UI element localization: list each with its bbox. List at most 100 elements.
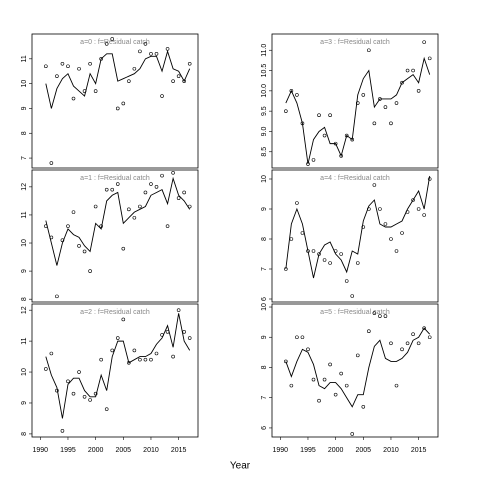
data-point	[284, 359, 288, 364]
data-point	[394, 249, 399, 253]
y-tick-label: 10	[261, 303, 268, 311]
data-point	[328, 113, 332, 118]
data-point	[372, 311, 377, 315]
series-line	[45, 49, 191, 109]
data-point	[104, 42, 109, 46]
data-point	[422, 326, 426, 330]
data-point	[383, 105, 388, 109]
data-point	[110, 187, 115, 192]
y-tick-label: 9	[21, 401, 28, 405]
data-point	[154, 185, 159, 189]
data-point	[284, 109, 288, 113]
data-point	[171, 171, 175, 175]
y-tick-label: 7	[21, 156, 28, 160]
data-point	[77, 66, 81, 71]
data-point	[93, 391, 98, 396]
series-line	[45, 313, 191, 419]
data-point	[71, 210, 76, 214]
data-point	[300, 335, 305, 340]
y-tick-label: 9	[21, 106, 28, 110]
data-point	[115, 106, 120, 111]
data-point	[339, 154, 343, 158]
data-point	[389, 121, 393, 126]
data-point	[378, 97, 382, 101]
panel-title: a=4 : f=Residual catch	[320, 175, 390, 182]
data-point	[160, 173, 164, 178]
y-tick-label: 6	[261, 297, 268, 301]
y-tick-label: 9	[21, 269, 28, 273]
data-point	[389, 237, 393, 241]
data-point	[422, 40, 426, 44]
data-point	[411, 198, 415, 202]
data-point	[115, 182, 120, 186]
panel-title: a=3 : f=Residual catch	[320, 39, 390, 46]
data-point	[138, 204, 142, 209]
data-point	[187, 61, 192, 66]
data-point	[60, 429, 65, 433]
data-point	[422, 213, 426, 217]
data-point	[149, 52, 153, 56]
data-point	[311, 158, 316, 162]
panel-title: a=1 : f=Residual catch	[80, 175, 150, 182]
series-line	[285, 175, 431, 279]
y-tick-label: 11	[21, 211, 28, 218]
panel-title: a=5 : f=Residual catch	[320, 309, 390, 316]
data-point	[149, 357, 153, 362]
data-point	[400, 80, 404, 85]
data-point	[300, 231, 305, 235]
data-point	[333, 249, 338, 253]
data-point	[411, 332, 415, 337]
data-point	[344, 133, 349, 138]
data-point	[295, 201, 299, 205]
data-point	[361, 404, 366, 409]
data-point	[322, 377, 327, 382]
data-point	[77, 244, 81, 248]
data-point	[66, 64, 70, 69]
data-point	[383, 222, 388, 226]
data-point	[317, 113, 321, 118]
data-point	[427, 335, 432, 340]
y-tick-label: 6	[261, 426, 268, 430]
data-point	[416, 89, 421, 93]
data-point	[405, 210, 410, 214]
data-point	[93, 204, 98, 209]
panel-frame	[31, 33, 199, 169]
data-point	[121, 246, 126, 251]
data-point	[367, 329, 371, 334]
series-line	[45, 176, 191, 266]
y-tick-label: 10.0	[261, 84, 268, 98]
x-tick-label: 1995	[60, 447, 76, 454]
data-point	[405, 341, 410, 346]
data-point	[289, 383, 294, 388]
data-point	[306, 347, 310, 352]
data-point	[355, 353, 360, 358]
data-point	[99, 224, 103, 228]
panel-frame	[271, 33, 439, 169]
data-point	[99, 57, 103, 61]
data-point	[88, 398, 92, 402]
data-point	[121, 101, 126, 106]
data-point	[400, 231, 404, 235]
data-point	[372, 121, 377, 126]
data-point	[182, 330, 186, 334]
data-point	[339, 371, 343, 376]
x-tick-label: 2015	[411, 447, 427, 454]
data-point	[171, 79, 175, 83]
y-tick-label: 10	[261, 175, 268, 183]
data-point	[394, 383, 399, 388]
y-tick-label: 8	[21, 131, 28, 135]
data-point	[344, 383, 349, 388]
y-tick-label: 10	[21, 239, 28, 247]
data-point	[66, 224, 70, 228]
data-point	[289, 89, 294, 93]
data-point	[49, 351, 54, 356]
data-point	[44, 64, 48, 69]
data-point	[104, 407, 109, 411]
x-tick-label: 1990	[33, 447, 49, 454]
panel-title: a=0 : f=Residual catch	[80, 39, 150, 46]
data-point	[49, 161, 54, 165]
data-point	[306, 162, 310, 166]
data-point	[350, 294, 355, 298]
data-point	[154, 351, 159, 356]
data-point	[88, 269, 92, 273]
